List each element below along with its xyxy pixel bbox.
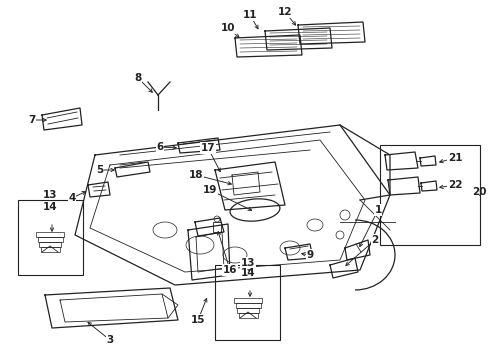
Text: 6: 6 <box>156 142 163 152</box>
Bar <box>235 303 260 308</box>
Text: 14: 14 <box>240 268 255 278</box>
Text: 5: 5 <box>96 165 103 175</box>
Text: 13: 13 <box>240 258 255 268</box>
Bar <box>38 237 62 242</box>
Bar <box>41 247 60 252</box>
Text: 4: 4 <box>68 193 76 203</box>
Text: 19: 19 <box>203 185 217 195</box>
Text: 1: 1 <box>374 205 381 215</box>
Text: 22: 22 <box>447 180 461 190</box>
Text: 15: 15 <box>190 315 205 325</box>
Bar <box>36 232 64 237</box>
Text: 18: 18 <box>188 170 203 180</box>
Text: 2: 2 <box>370 235 378 245</box>
Text: 20: 20 <box>471 187 486 197</box>
Text: 16: 16 <box>223 265 237 275</box>
Text: 10: 10 <box>220 23 235 33</box>
Bar <box>215 265 280 340</box>
Text: 11: 11 <box>242 10 257 20</box>
Bar <box>39 242 61 247</box>
Bar <box>237 308 259 313</box>
Text: 13: 13 <box>42 190 57 200</box>
Text: 7: 7 <box>28 115 36 125</box>
Text: 3: 3 <box>106 335 113 345</box>
Bar <box>238 313 257 318</box>
Text: 14: 14 <box>42 202 57 212</box>
Text: 21: 21 <box>447 153 461 163</box>
Bar <box>18 200 83 275</box>
Bar <box>213 222 221 232</box>
Text: 12: 12 <box>277 7 292 17</box>
Text: 9: 9 <box>306 250 313 260</box>
Bar <box>234 298 262 303</box>
Text: 8: 8 <box>134 73 142 83</box>
Bar <box>379 145 479 245</box>
Text: 17: 17 <box>200 143 215 153</box>
